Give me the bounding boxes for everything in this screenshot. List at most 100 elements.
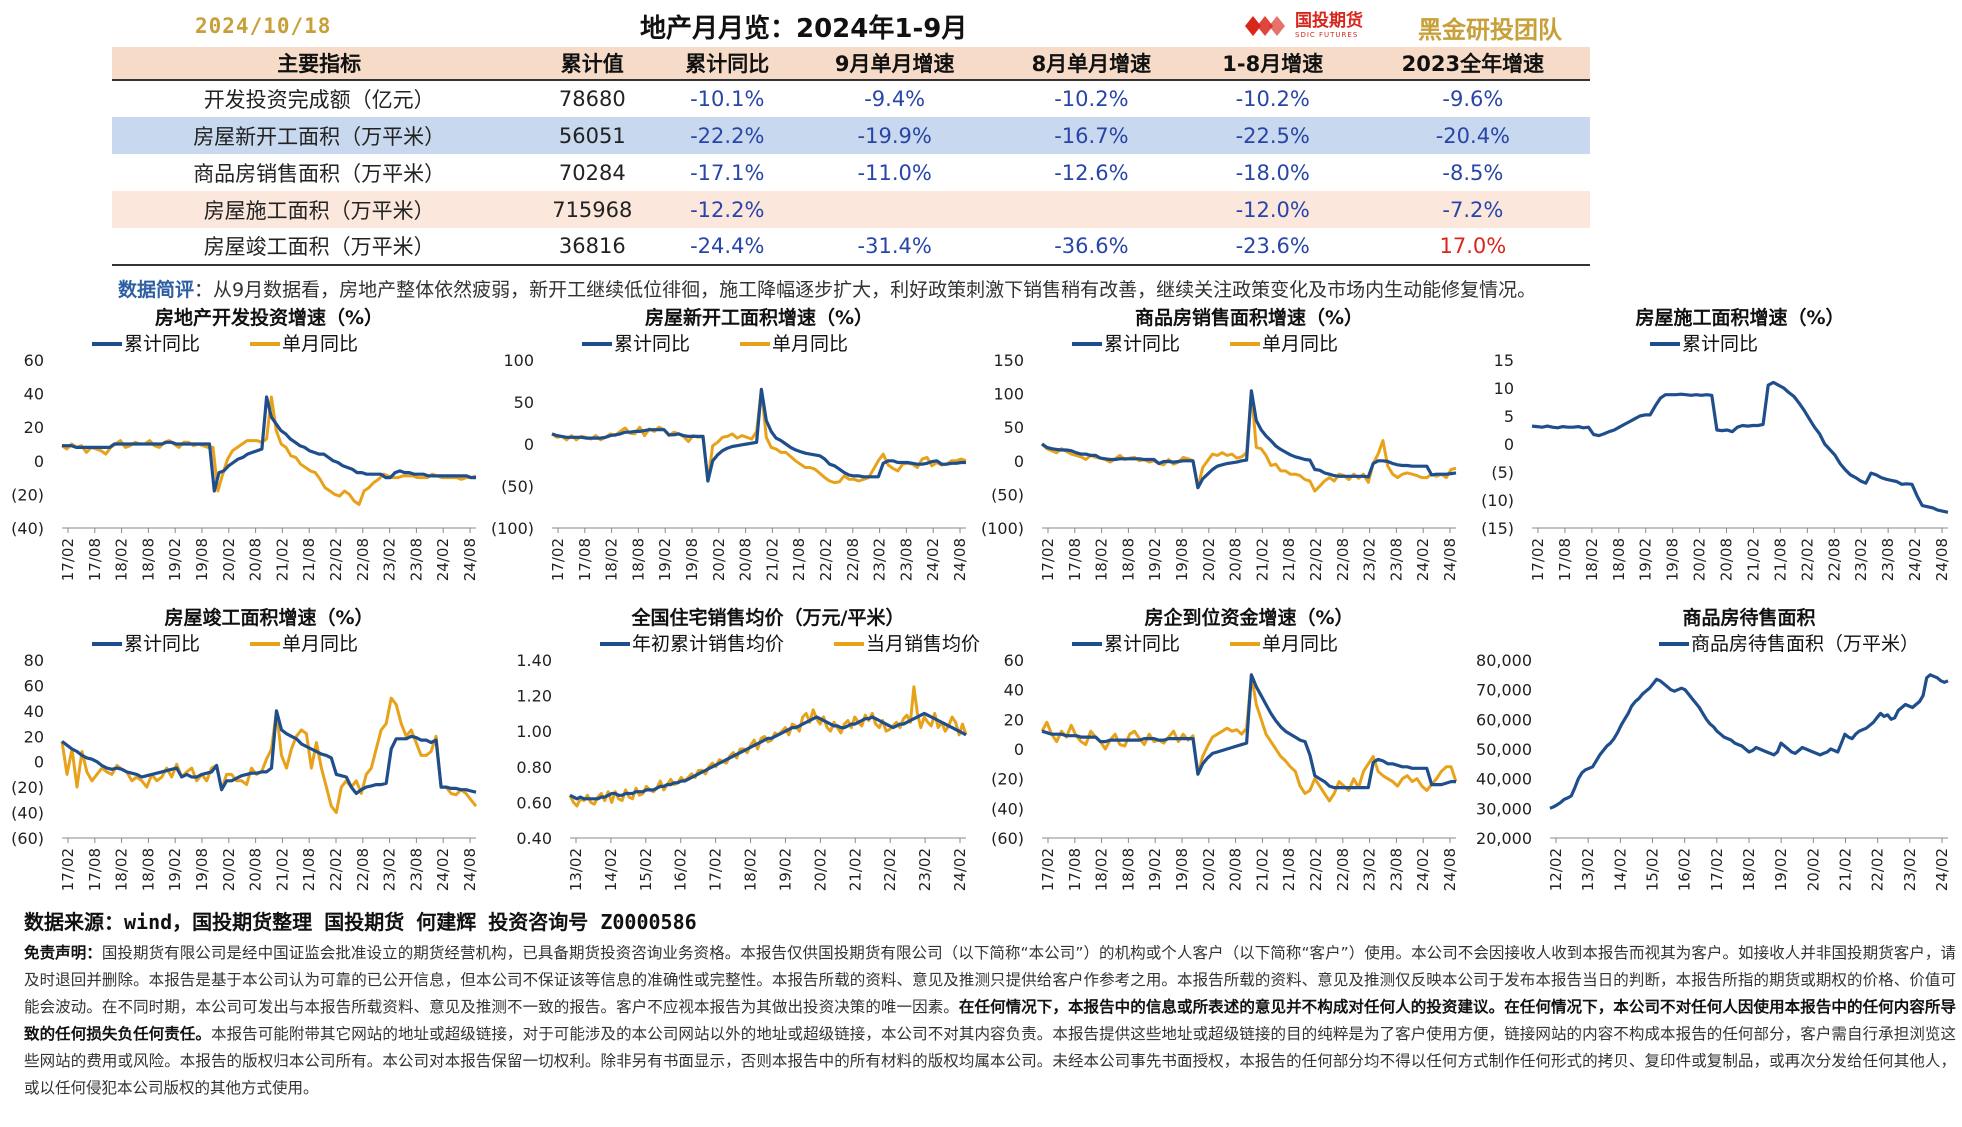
x-tick-label: 20/02: [1200, 848, 1218, 891]
x-tick-label: 23/08: [407, 538, 425, 581]
table-cell: -7.2%: [1355, 191, 1590, 228]
y-tick-label: (100): [981, 519, 1024, 538]
x-tick-label: 19/08: [1664, 538, 1682, 581]
table-cell: [796, 191, 994, 228]
x-tick-label: 24/02: [1933, 848, 1951, 891]
x-tick-label: 24/02: [924, 538, 942, 581]
y-tick-label: (40): [991, 799, 1024, 818]
y-tick-label: (100): [491, 519, 534, 538]
chart-title: 全国住宅销售均价（万元/平米）: [631, 606, 905, 629]
x-tick-label: 21/08: [790, 538, 808, 581]
x-tick-label: 21/08: [300, 848, 318, 891]
table-cell: [993, 191, 1190, 228]
logo-diamonds-icon: [1245, 12, 1291, 40]
y-tick-label: (60): [991, 829, 1024, 848]
chart-residential-price: 全国住宅销售均价（万元/平米） 1.40 1.20 1.00 0.80 0.60 0.40 1…: [490, 600, 980, 900]
y-tick-label: 80: [24, 651, 44, 670]
chart-svg: 房屋新开工面积增速（%） 100 50 0 (50) (100) 17/02 17/08 18/…: [491, 306, 969, 581]
x-tick-label: 24/08: [461, 848, 479, 891]
table-row: 房屋施工面积（万平米） 715968 -12.2% -12.0% -7.2%: [112, 191, 1590, 228]
chart-svg: 房屋竣工面积增速（%） 80 60 40 20 0 (20) (40) (60) 17/02 17/…: [11, 606, 479, 891]
table-header-cell: 累计值: [526, 47, 659, 81]
table-cell: -9.4%: [796, 79, 994, 117]
x-tick-label: 20/08: [247, 848, 265, 891]
x-tick-label: 22/02: [1869, 848, 1887, 891]
x-tick-label: 21/02: [1744, 538, 1762, 581]
x-tick-label: 20/08: [1718, 538, 1736, 581]
x-tick-label: 21/08: [1280, 538, 1298, 581]
x-tick-label: 13/02: [1579, 848, 1597, 891]
chart-funding-growth: 房企到位资金增速（%） 60 40 20 0 (20) (40) (60) 17/02 17/08…: [980, 600, 1470, 900]
table-header-cell: 2023全年增速: [1355, 47, 1590, 81]
x-tick-label: 22/02: [327, 848, 345, 891]
chart-svg: 商品房待售面积 80,000 70,000 60,000 50,000 40,000 30,…: [1476, 606, 1951, 891]
y-tick-label: 40: [24, 702, 44, 721]
legend-label: 累计同比: [1682, 333, 1758, 355]
y-tick-label: 5: [1504, 407, 1514, 426]
x-tick-label: 19/02: [776, 848, 794, 891]
table-cell: 56051: [526, 117, 659, 154]
x-tick-label: 22/02: [881, 848, 899, 891]
y-tick-label: 0: [1014, 452, 1024, 471]
data-comment: 数据简评：从9月数据看，房地产整体依然疲弱，新开工继续低位徘徊，施工降幅逐步扩大…: [118, 275, 1536, 302]
y-tick-label: 50: [514, 393, 534, 412]
y-tick-label: 0: [524, 435, 534, 454]
table-cell: 70284: [558, 160, 626, 185]
disclaimer-bold: 在任何情况下，本报告中的信息或所表述的意见并不构成对任何人的投资建议。在任何情况…: [24, 998, 1956, 1043]
x-tick-label: 21/02: [763, 538, 781, 581]
x-tick-label: 19/08: [1173, 848, 1191, 891]
x-tick-label: 21/08: [300, 538, 318, 581]
y-tick-label: 60: [24, 676, 44, 695]
table-cell: -10.2%: [993, 79, 1190, 117]
series-line-1: [60, 696, 478, 815]
x-tick-label: 17/02: [1039, 538, 1057, 581]
x-tick-label: 19/08: [193, 538, 211, 581]
x-tick-label: 17/02: [1039, 848, 1057, 891]
y-tick-label: 150: [993, 351, 1024, 370]
x-tick-label: 24/02: [1414, 538, 1432, 581]
table-cell: -9.6%: [1355, 79, 1590, 117]
y-tick-label: 40,000: [1476, 770, 1532, 789]
chart-svg: 房企到位资金增速（%） 60 40 20 0 (20) (40) (60) 17/02 17/08…: [991, 606, 1459, 891]
x-tick-label: 23/02: [381, 848, 399, 891]
y-tick-label: (15): [1481, 519, 1514, 538]
summary-table: 主要指标 累计值 累计同比 9月单月增速 8月单月增速 1-8月增速 2023全年增速 开发…: [112, 47, 1590, 266]
table-cell: 房屋新开工面积（万平米）: [112, 117, 527, 154]
x-tick-label: 23/02: [1361, 848, 1379, 891]
x-tick-label: 17/08: [576, 538, 594, 581]
chart-svg: 全国住宅销售均价（万元/平米） 1.40 1.20 1.00 0.80 0.60 0.40 1…: [516, 606, 980, 891]
x-tick-label: 22/08: [1334, 848, 1352, 891]
x-tick-label: 20/02: [1691, 538, 1709, 581]
table-cell: -16.7%: [993, 117, 1190, 154]
x-tick-label: 24/02: [951, 848, 969, 891]
x-tick-label: 19/02: [166, 848, 184, 891]
y-tick-label: 50: [1004, 418, 1024, 437]
table-cell: -10.1%: [658, 79, 797, 117]
y-tick-label: 0: [1504, 435, 1514, 454]
y-tick-label: 10: [1494, 379, 1514, 398]
legend-label: 单月同比: [282, 333, 358, 355]
table-header-cell: 主要指标: [112, 47, 527, 81]
y-tick-label: 0: [1014, 740, 1024, 759]
y-tick-label: 0.40: [516, 829, 552, 848]
series-line-0: [1531, 380, 1949, 514]
series-line-0: [569, 711, 967, 801]
x-tick-label: 23/08: [1387, 848, 1405, 891]
table-row: 房屋新开工面积（万平米） 56051 -22.2% -19.9% -16.7% -22.5…: [112, 117, 1590, 154]
x-tick-label: 18/02: [1583, 538, 1601, 581]
x-tick-label: 12/02: [1547, 848, 1565, 891]
x-tick-label: 23/08: [407, 848, 425, 891]
table-cell: -19.9%: [796, 117, 994, 154]
x-tick-label: 22/02: [1307, 538, 1325, 581]
x-tick-label: 18/02: [742, 848, 760, 891]
chart-svg: 房屋施工面积增速（%） 15 10 5 0 (5) (10) (15) 17/02 17/08 18…: [1481, 306, 1951, 581]
table-cell: 房屋竣工面积（万平米）: [112, 228, 527, 266]
x-tick-label: 21/08: [1771, 538, 1789, 581]
table-cell: 78680: [526, 79, 659, 117]
x-tick-label: 24/02: [434, 848, 452, 891]
y-tick-label: (20): [11, 778, 44, 797]
logo-subtext: SDIC FUTURES: [1295, 31, 1359, 39]
x-tick-label: 21/02: [846, 848, 864, 891]
table-cell: -36.6%: [993, 228, 1190, 266]
x-tick-label: 18/08: [629, 538, 647, 581]
